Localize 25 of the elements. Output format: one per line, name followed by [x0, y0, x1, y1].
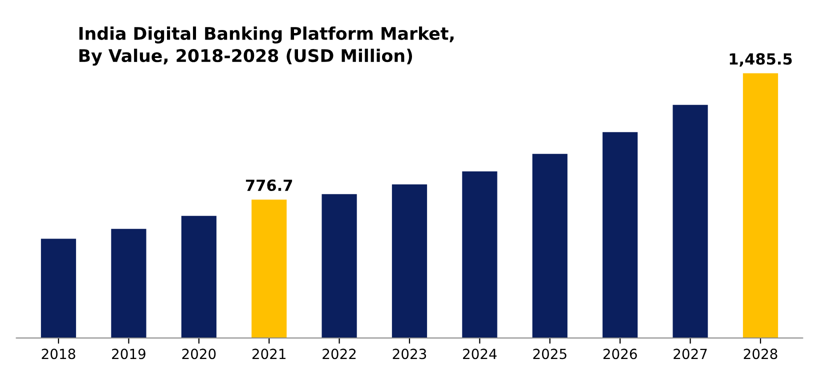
x-tick-label: 2026 — [603, 348, 637, 360]
x-tick-label: 2021 — [252, 348, 286, 360]
bar — [322, 194, 357, 338]
bar — [252, 200, 287, 338]
x-tick-label: 2022 — [322, 348, 356, 360]
bar — [602, 132, 638, 338]
bar — [742, 73, 778, 338]
x-tick-label: 2027 — [674, 348, 707, 360]
data-label: 776.7 — [246, 180, 292, 192]
bar — [181, 216, 216, 338]
x-tick-label: 2025 — [533, 348, 566, 360]
x-tick-label: 2024 — [463, 348, 497, 360]
bar — [111, 228, 146, 338]
x-tick-label: 2028 — [744, 348, 778, 360]
chart-title: India Digital Banking Platform Market, By Value, 2018-2028 (USD Million) — [79, 26, 454, 66]
data-label: 1,485.5 — [730, 53, 792, 67]
bar — [392, 184, 428, 338]
bar — [462, 171, 498, 338]
bar — [532, 154, 568, 338]
x-tick-label: 2023 — [392, 348, 426, 360]
x-tick-label: 2020 — [182, 348, 216, 360]
x-tick-label: 2018 — [42, 348, 76, 360]
bar — [40, 238, 76, 338]
x-tick-label: 2019 — [112, 348, 146, 360]
bar — [672, 104, 708, 338]
